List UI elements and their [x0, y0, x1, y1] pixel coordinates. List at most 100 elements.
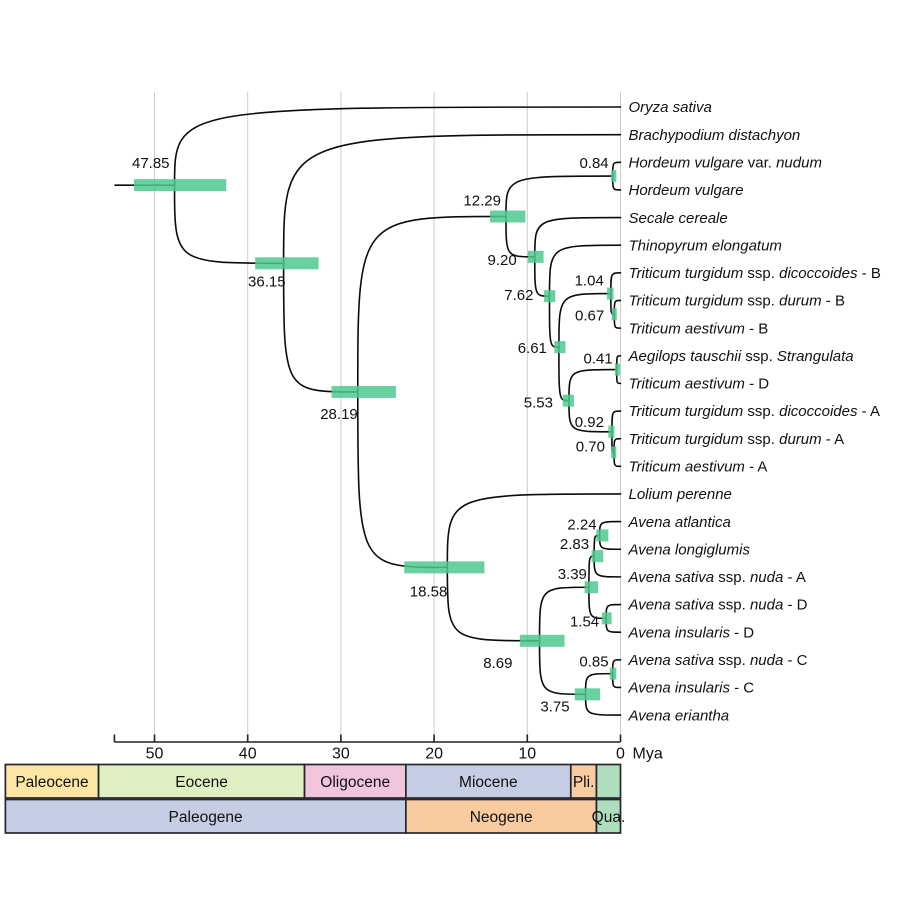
species-tip-label: Avena atlantica	[628, 514, 731, 531]
species-tip-label: Triticum aestivum - A	[629, 459, 768, 476]
node-age-label: 9.20	[488, 252, 517, 269]
ci-bar	[611, 308, 617, 321]
ci-bar	[614, 363, 620, 376]
branch-edge	[446, 493, 622, 569]
ci-bar	[611, 446, 617, 459]
branch-edge	[548, 244, 622, 297]
branch-edge	[282, 133, 622, 265]
ci-bar	[519, 634, 565, 647]
ci-bar	[596, 529, 609, 542]
species-tip-label: Thinopyrum elongatum	[629, 237, 782, 254]
ci-bar	[591, 550, 604, 563]
epoch-label: Miocene	[459, 774, 518, 791]
branch-edge	[558, 292, 612, 348]
node-age-label: 2.24	[567, 516, 596, 533]
ci-bar	[554, 341, 566, 354]
node-age-label: 36.15	[248, 273, 286, 290]
period-label: Qua.	[592, 809, 626, 826]
epoch-label: Eocene	[175, 774, 228, 791]
branch-edge	[173, 106, 622, 186]
species-tip-label: Aegilops tauschii ssp. Strangulata	[628, 348, 854, 365]
period-cell	[405, 798, 598, 834]
node-age-label: 12.29	[463, 192, 501, 209]
node-age-label: 18.58	[410, 583, 448, 600]
axis-tick-label: 30	[332, 746, 350, 763]
species-tip-label: Lolium perenne	[629, 486, 732, 503]
ci-bar	[490, 210, 526, 223]
node-age-label: 7.62	[504, 287, 533, 304]
branch-edge	[173, 184, 285, 265]
epoch-label: Paleocene	[15, 774, 88, 791]
ci-bar	[606, 287, 614, 300]
ci-bar	[404, 561, 485, 574]
ci-bar	[608, 425, 615, 438]
branch-edge	[568, 399, 613, 433]
ci-bar	[527, 250, 544, 263]
ci-bar	[544, 290, 556, 303]
epoch-cell	[569, 763, 598, 799]
branch-edge	[446, 566, 541, 642]
species-tip-label: Avena sativa ssp. nuda - A	[628, 569, 806, 586]
species-tip-label: Avena insularis - C	[628, 680, 755, 697]
axis-tick-label: 0	[616, 746, 625, 763]
epoch-cell	[97, 763, 306, 799]
ci-bar	[133, 179, 227, 192]
axis-unit-label: Mya	[633, 746, 663, 763]
node-age-label: 0.92	[575, 414, 604, 431]
axis-tick-label: 40	[239, 746, 257, 763]
branch-edge	[505, 215, 536, 258]
period-cell	[4, 798, 407, 834]
branch-edge	[558, 346, 570, 402]
species-tip-label: Avena sativa ssp. nuda - D	[628, 597, 808, 614]
branch-edge	[533, 216, 622, 258]
ci-bar	[255, 257, 319, 270]
branch-edge	[505, 175, 614, 218]
species-tip-label: Avena insularis - D	[628, 624, 755, 641]
species-tip-label: Triticum aestivum - B	[629, 320, 769, 337]
branch-edge	[538, 639, 587, 696]
epoch-label: Pli.	[573, 774, 595, 791]
epoch-label: Oligocene	[320, 774, 390, 791]
ci-bar	[611, 170, 617, 183]
node-age-label: 47.85	[132, 155, 170, 172]
node-age-label: 8.69	[483, 655, 512, 672]
node-age-label: 0.84	[579, 155, 608, 172]
period-label: Neogene	[470, 809, 533, 826]
axis-tick-label: 50	[146, 746, 164, 763]
branch-edge	[538, 586, 590, 642]
period-cell	[595, 798, 622, 834]
species-tip-label: Brachypodium distachyon	[629, 127, 801, 144]
node-age-label: 0.70	[576, 439, 605, 456]
ci-bar	[562, 394, 574, 407]
species-tip-label: Triticum turgidum ssp. dicoccoides - B	[629, 265, 881, 282]
epoch-cell	[595, 763, 622, 799]
node-age-label: 28.19	[320, 406, 358, 423]
branch-edge	[568, 368, 618, 402]
node-age-label: 3.75	[540, 698, 569, 715]
node-age-label: 3.39	[558, 566, 587, 583]
branch-edge	[282, 262, 359, 393]
species-tip-label: Avena longiglumis	[628, 541, 751, 558]
ci-bar	[609, 667, 617, 680]
axis-tick-label: 10	[518, 746, 536, 763]
ci-bar	[601, 612, 612, 625]
branch-edge	[548, 295, 560, 348]
node-age-label: 0.41	[583, 351, 612, 368]
epoch-cell	[405, 763, 572, 799]
species-tip-label: Oryza sativa	[629, 99, 712, 116]
species-tip-label: Triticum turgidum ssp. durum - B	[629, 293, 845, 310]
species-tip-label: Hordeum vulgare var. nudum	[629, 154, 822, 171]
node-age-label: 6.61	[518, 340, 547, 357]
species-tip-label: Avena eriantha	[628, 707, 730, 724]
epoch-cell	[303, 763, 407, 799]
ci-bar	[584, 581, 599, 594]
species-tip-label: Avena sativa ssp. nuda - C	[628, 652, 808, 669]
axis-tick-label: 20	[425, 746, 443, 763]
ci-bar	[574, 688, 600, 701]
branch-edge	[356, 215, 507, 393]
node-age-label: 1.54	[570, 613, 599, 630]
species-tip-label: Secale cereale	[629, 210, 728, 227]
node-age-label: 0.67	[575, 307, 604, 324]
